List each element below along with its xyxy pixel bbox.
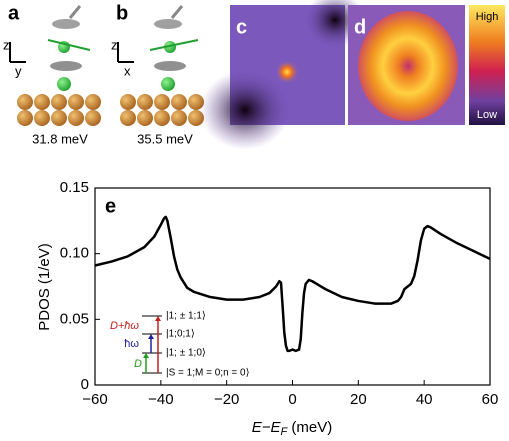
ring <box>50 61 82 71</box>
ring <box>154 19 182 29</box>
y-tick-label: 0.15 <box>60 179 89 196</box>
x-tick-label: −60 <box>82 391 107 408</box>
colorbar: High Low <box>469 5 505 125</box>
panel-b: b z x 35.5 meV <box>111 2 204 146</box>
y-tick-label: 0 <box>81 376 89 393</box>
panel-a: a z y 31.8 meV <box>3 2 101 146</box>
level-label: |1; ± 1;1⟩ <box>166 311 206 322</box>
level-label: |S = 1;M = 0;n = 0⟩ <box>166 368 250 379</box>
bond <box>70 6 80 18</box>
axis-name: z <box>3 37 10 52</box>
energy-label: 31.8 meV <box>32 131 88 146</box>
transition-label: D <box>134 358 142 370</box>
panel-label: a <box>8 2 20 24</box>
heatmap-spot <box>275 60 299 84</box>
x-tick-label: −20 <box>214 391 239 408</box>
panel-label: d <box>354 16 366 38</box>
x-tick-label: 40 <box>416 391 433 408</box>
x-label-main: E−E <box>252 419 282 436</box>
arrowhead <box>143 353 149 358</box>
x-tick-label: −40 <box>148 391 173 408</box>
panel-label: b <box>116 2 128 24</box>
heatmap-blob <box>358 11 458 121</box>
y-tick-label: 0.05 <box>60 310 89 327</box>
level-label: |1;0;1⟩ <box>166 329 195 340</box>
panel-label: c <box>236 16 247 38</box>
arrowhead <box>148 334 154 339</box>
panel-label: e <box>105 195 116 217</box>
level-label: |1; ± 1;0⟩ <box>166 348 206 359</box>
axis-name: x <box>124 63 131 78</box>
colorbar-gradient <box>469 5 505 125</box>
colorbar-high: High <box>476 11 499 23</box>
atom <box>161 77 175 91</box>
page: {"panels": [ {"label": "a", "axis_vertic… <box>0 0 509 441</box>
arrowhead <box>155 316 161 321</box>
x-axis-label: E−EF (meV) <box>252 419 333 438</box>
transition-label: D+ħω <box>110 320 139 332</box>
pdos-line <box>95 217 490 351</box>
copper-surface <box>17 94 101 126</box>
x-tick-label: 0 <box>288 391 296 408</box>
y-axis-label: PDOS (1/eV) <box>36 243 53 331</box>
panel-d: d <box>348 5 465 125</box>
transition-label: ħω <box>124 338 139 350</box>
plot-frame <box>95 188 490 385</box>
energy-label: 35.5 meV <box>137 131 193 146</box>
ring <box>52 19 80 29</box>
x-tick-label: 20 <box>350 391 367 408</box>
atom <box>57 77 71 91</box>
bond <box>172 6 182 18</box>
copper-surface <box>120 94 204 126</box>
heatmap-dark <box>200 70 290 150</box>
axis-name: y <box>15 63 22 78</box>
x-tick-label: 60 <box>482 391 499 408</box>
level-diagram: |1; ± 1;1⟩ |1;0;1⟩ |1; ± 1;0⟩ |S = 1;M =… <box>110 311 250 379</box>
panel-c: c <box>200 0 365 150</box>
ring <box>154 61 186 71</box>
figure: a z y 31.8 meV b z x 35.5 meV c <box>0 0 509 441</box>
x-label-unit: (meV) <box>287 419 332 436</box>
colorbar-low: Low <box>477 109 497 121</box>
y-tick-label: 0.10 <box>60 245 89 262</box>
axis-name: z <box>111 37 118 52</box>
panel-e: e PDOS (1/eV) E−EF (meV) |1; ± 1;1⟩ |1;0… <box>36 179 498 438</box>
